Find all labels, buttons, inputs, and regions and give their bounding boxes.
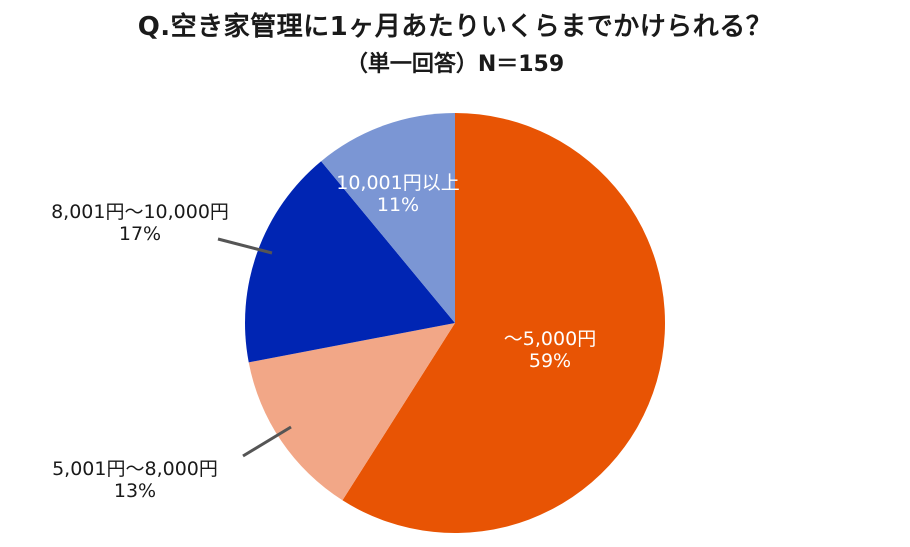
chart-subtitle: （単一回答）N＝159 [345,52,565,77]
label-8001-10000: 8,001円～10,000円 17% [20,201,260,245]
label-8001-10000-name: 8,001円～10,000円 [51,201,229,223]
leader-line-5001-8000 [242,425,292,458]
slice-8001-10000 [244,161,455,363]
label-under-5000-name: ～5,000円 [503,328,597,350]
label-over-10001: 10,001円以上 11% [318,172,478,216]
label-under-5000-pct: 59% [528,350,572,372]
label-over-10001-name: 10,001円以上 [336,172,460,194]
chart-title: Q.空き家管理に1ヶ月あたりいくらまでかけられる？ [137,12,773,42]
leader-line-8001-10000 [217,237,273,255]
label-5001-8000: 5,001円～8,000円 13% [20,458,250,502]
slice-over-10001 [321,113,455,323]
label-8001-10000-pct: 17% [118,223,162,245]
label-over-10001-pct: 11% [376,194,420,216]
label-5001-8000-name: 5,001円～8,000円 [52,458,218,480]
slice-5001-8000 [248,323,455,501]
slice-under-5000 [342,113,666,533]
label-5001-8000-pct: 13% [113,480,157,502]
label-under-5000: ～5,000円 59% [480,328,620,372]
